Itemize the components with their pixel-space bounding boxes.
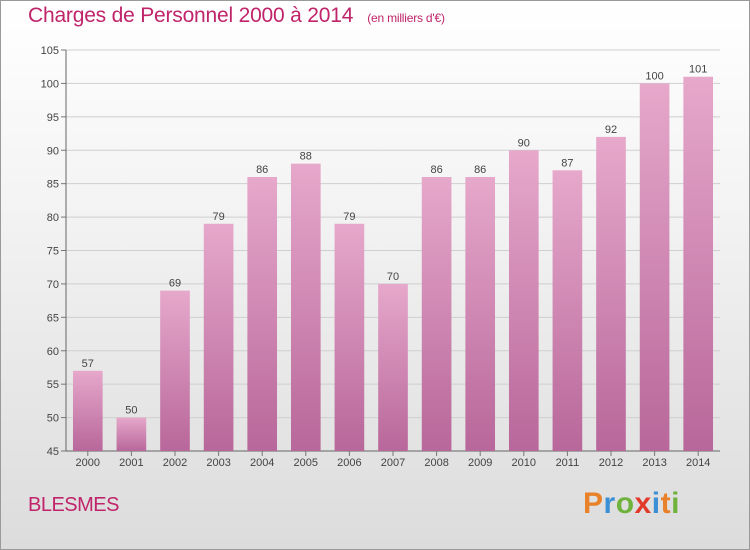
bar bbox=[72, 370, 103, 451]
data-label: 100 bbox=[645, 70, 663, 82]
data-label: 86 bbox=[430, 164, 442, 176]
x-tick-label: 2014 bbox=[686, 457, 710, 469]
data-label: 70 bbox=[387, 271, 399, 283]
y-tick-label: 50 bbox=[47, 413, 59, 425]
y-tick-label: 75 bbox=[47, 246, 59, 258]
bar bbox=[465, 176, 496, 451]
logo-letter: r bbox=[603, 487, 616, 520]
y-tick-label: 60 bbox=[47, 346, 59, 358]
x-tick-label: 2002 bbox=[163, 457, 187, 469]
bar bbox=[247, 176, 278, 451]
logo-letter: P bbox=[583, 487, 604, 520]
y-tick-label: 95 bbox=[47, 112, 59, 124]
x-tick-label: 2006 bbox=[337, 457, 361, 469]
data-label: 50 bbox=[125, 405, 137, 417]
x-tick-label: 2005 bbox=[294, 457, 318, 469]
logo-letter: o bbox=[615, 487, 635, 520]
bar bbox=[160, 290, 190, 451]
bar bbox=[378, 283, 408, 451]
bar bbox=[421, 176, 452, 451]
y-tick-label: 85 bbox=[47, 179, 59, 191]
y-tick-label: 55 bbox=[47, 379, 59, 391]
x-tick-label: 2004 bbox=[250, 457, 274, 469]
data-label: 86 bbox=[256, 164, 268, 176]
data-label: 57 bbox=[82, 358, 94, 370]
bar bbox=[508, 150, 539, 451]
data-label: 69 bbox=[169, 278, 181, 290]
bar bbox=[552, 170, 583, 452]
place-name: BLESMES bbox=[28, 494, 119, 516]
data-label: 92 bbox=[605, 124, 617, 136]
bar bbox=[334, 223, 365, 451]
y-tick-label: 65 bbox=[47, 312, 59, 324]
chart-subtitle: (en milliers d'€) bbox=[367, 11, 445, 25]
y-tick-label: 90 bbox=[47, 145, 59, 157]
y-tick-label: 45 bbox=[47, 446, 59, 458]
data-label: 86 bbox=[474, 164, 486, 176]
data-label: 79 bbox=[343, 211, 355, 223]
x-tick-label: 2013 bbox=[642, 457, 666, 469]
data-label: 87 bbox=[561, 157, 573, 169]
y-tick-label: 80 bbox=[47, 212, 59, 224]
bar bbox=[596, 136, 626, 451]
bar bbox=[116, 417, 147, 451]
y-tick-label: 70 bbox=[47, 279, 59, 291]
data-label: 101 bbox=[689, 64, 707, 76]
logo-letter: i bbox=[671, 487, 680, 520]
y-tick-label: 105 bbox=[41, 45, 59, 57]
x-tick-label: 2001 bbox=[119, 457, 143, 469]
x-tick-label: 2000 bbox=[76, 457, 100, 469]
x-tick-label: 2008 bbox=[424, 457, 448, 469]
x-tick-label: 2010 bbox=[512, 457, 536, 469]
x-tick-label: 2011 bbox=[556, 457, 580, 469]
data-label: 90 bbox=[518, 137, 530, 149]
chart-title-text: Charges de Personnel 2000 à 2014 bbox=[28, 4, 354, 27]
logo-letter: t bbox=[660, 487, 672, 520]
data-label: 88 bbox=[300, 151, 312, 163]
x-tick-label: 2009 bbox=[468, 457, 492, 469]
bar bbox=[290, 163, 321, 451]
logo-letter: i bbox=[651, 487, 661, 520]
x-tick-label: 2003 bbox=[206, 457, 230, 469]
chart-title: Charges de Personnel 2000 à 2014 (en mill… bbox=[28, 4, 445, 28]
x-tick-label: 2007 bbox=[381, 457, 405, 469]
bar bbox=[683, 76, 714, 451]
y-tick-label: 100 bbox=[41, 78, 59, 90]
bar bbox=[203, 223, 234, 451]
proxiti-logo: Proxiti bbox=[583, 487, 680, 521]
logo-letter: x bbox=[634, 487, 652, 520]
x-tick-label: 2012 bbox=[599, 457, 623, 469]
data-label: 79 bbox=[212, 211, 224, 223]
bar bbox=[639, 83, 670, 452]
